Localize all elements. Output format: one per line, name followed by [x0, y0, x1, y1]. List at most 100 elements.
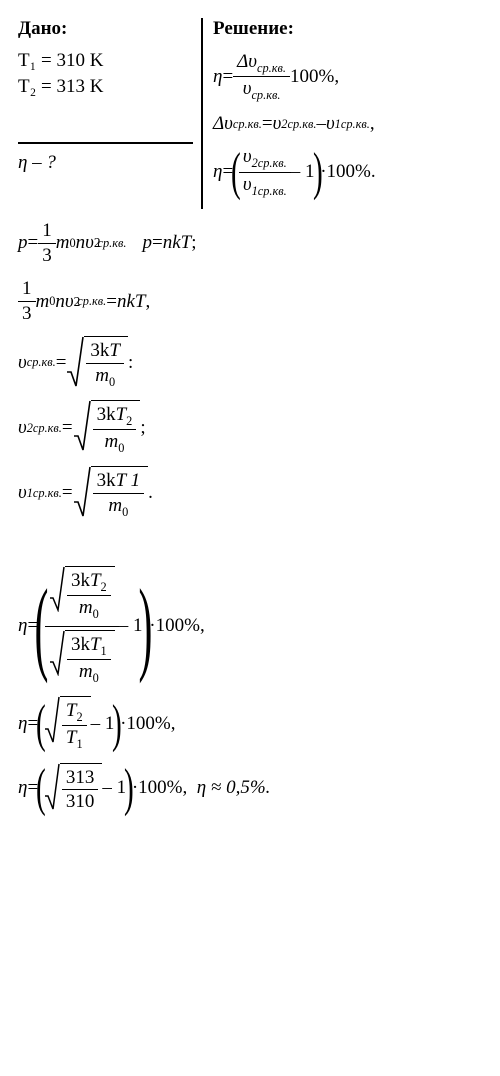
solution-column: Решение: η = Δυср.кв. υср.кв. 100%, Δυср…	[203, 18, 490, 209]
n-symbol: n	[76, 232, 86, 254]
v-symbol: υ	[326, 113, 335, 135]
p-symbol: p	[18, 232, 28, 254]
p-symbol: p	[142, 232, 152, 254]
sub-1srkv: 1ср.кв.	[27, 486, 62, 501]
equals-sign: =	[222, 66, 233, 88]
v-symbol: υ	[273, 113, 282, 135]
minus-one: – 1	[102, 777, 126, 799]
eq-eta-t-ratio: η = ( T2 T1 – 1 ) · 100%,	[18, 696, 490, 752]
temp-symbol: T	[90, 570, 101, 591]
minus-one: – 1	[91, 713, 115, 735]
find-text: η – ?	[18, 152, 56, 173]
sqrt: 3kT2 m0	[49, 566, 115, 622]
given-header: Дано:	[18, 18, 193, 40]
sub-srkv: ср.кв.	[233, 117, 262, 132]
eq-eta-def: η = Δυср.кв. υср.кв. 100%,	[213, 50, 490, 103]
given-column: Дано: T₁ = 310 K T₂ = 313 K η – ?	[18, 18, 201, 209]
radical-icon	[49, 630, 65, 676]
eq-delta-v: Δυср.кв. = υ2ср.кв. – υ1ср.кв. ,	[213, 113, 490, 135]
right-paren-icon: )	[124, 764, 134, 812]
sqrt: 3kT1 m0	[49, 630, 115, 686]
left-paren-icon: (	[36, 700, 46, 748]
n-symbol: n	[55, 291, 65, 313]
right-paren-icon: )	[312, 148, 322, 196]
given-solution-block: Дано: T₁ = 310 K T₂ = 313 K η – ? Решени…	[18, 18, 490, 209]
temp-symbol: T	[66, 700, 77, 721]
sqrt: 3kT 1 m0	[73, 466, 148, 520]
fraction: 3kT2 m0	[93, 403, 137, 456]
radical-icon	[66, 336, 84, 388]
m-symbol: m	[79, 661, 93, 682]
sub-zero: 0	[122, 505, 128, 519]
numer-1: 1	[38, 219, 56, 244]
radical-icon	[49, 566, 65, 612]
eta-symbol: η	[213, 66, 222, 88]
given-find: η – ?	[18, 152, 193, 174]
m-symbol: m	[95, 365, 109, 386]
m-symbol: m	[105, 431, 119, 452]
comma: ,	[146, 291, 151, 313]
m-symbol: m	[108, 495, 122, 516]
three-k: 3k	[71, 570, 90, 591]
period: .	[371, 161, 376, 183]
v-symbol: υ	[243, 146, 252, 167]
percent: 100%	[126, 713, 170, 735]
sub-srkv: ср.кв.	[98, 236, 127, 251]
v-symbol: υ	[18, 417, 27, 439]
v-symbol: υ	[18, 482, 27, 504]
eq-eta-ratio: η = ( υ2ср.кв. υ1ср.кв. – 1 ) · 100%.	[213, 145, 490, 198]
colon: :	[128, 352, 133, 374]
num-310: 310	[62, 790, 99, 814]
horizontal-separator	[18, 142, 193, 144]
sub-1: 1	[101, 643, 107, 657]
eta-symbol: η	[18, 713, 27, 735]
eq-eta-numeric: η = ( 313 310 – 1 ) · 100%, η ≈ 0,5%.	[18, 763, 490, 815]
nk-symbol: nk	[163, 232, 181, 254]
right-paren-icon: )	[112, 700, 122, 748]
sub-2srkv: 2ср.кв.	[281, 117, 316, 132]
sub-1srkv: 1ср.кв.	[252, 183, 287, 197]
tail-comma: ,	[370, 113, 375, 135]
period: .	[148, 482, 153, 504]
sub-zero: 0	[93, 607, 99, 621]
sub-zero: 0	[93, 671, 99, 685]
left-paren-icon: (	[36, 764, 46, 812]
three-k: 3k	[90, 340, 109, 361]
m-symbol: m	[79, 597, 93, 618]
left-paren-icon: (	[35, 582, 49, 671]
semicolon: ;	[191, 232, 196, 254]
delta-v: Δυ	[213, 113, 233, 135]
percent: 100%	[327, 161, 371, 183]
sub-2: 2	[126, 414, 132, 428]
fraction: 3kT2 m0	[67, 569, 111, 622]
sub-2: 2	[76, 710, 82, 724]
eq-equate: 1 3 m0 n υ2ср.кв. = nkT ,	[18, 277, 490, 326]
fraction: 3kT2 m0 3kT1 m0	[45, 566, 119, 686]
v-symbol: υ	[243, 174, 252, 195]
delta-v: Δυ	[237, 51, 257, 72]
percent: 100%	[138, 777, 182, 799]
temp-symbol: T	[181, 232, 192, 254]
right-paren-icon: )	[139, 582, 153, 671]
fraction: 313 310	[62, 766, 99, 815]
m-symbol: m	[56, 232, 70, 254]
fraction: 3kT m0	[86, 339, 124, 390]
fraction: 1 3	[38, 219, 56, 268]
temp-symbol: T	[109, 340, 120, 361]
sub-2srkv: 2ср.кв.	[27, 421, 62, 436]
sub-zero: 0	[109, 374, 115, 388]
eq-pressure: p = 1 3 m0 n υ2ср.кв. p = nkT ;	[18, 219, 490, 268]
three-k: 3k	[97, 404, 116, 425]
temp-symbol: T	[90, 634, 101, 655]
percent: 100%	[290, 66, 334, 88]
minus-one: – 1	[291, 161, 315, 183]
derivation-block: p = 1 3 m0 n υ2ср.кв. p = nkT ; 1 3 m0 n…	[18, 219, 490, 814]
left-paren-icon: (	[231, 148, 241, 196]
eq-v-srkv: υср.кв. = 3kT m0 :	[18, 336, 490, 390]
given-t2: T₂ = 313 K	[18, 76, 193, 98]
denom-3: 3	[38, 244, 56, 268]
fraction: T2 T1	[62, 699, 87, 752]
m-symbol: m	[36, 291, 50, 313]
denom-3: 3	[18, 302, 36, 326]
v-symbol: υ	[18, 352, 27, 374]
